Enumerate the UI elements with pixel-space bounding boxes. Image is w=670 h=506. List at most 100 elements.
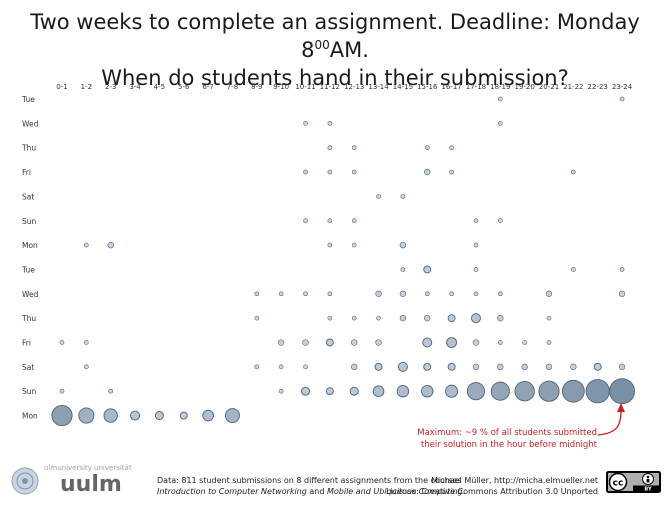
bubble-point (349, 386, 359, 396)
x-tick-label: 1-2 (81, 83, 92, 91)
x-tick-label: 23-24 (612, 83, 633, 91)
cc-by-badge: cc BY (606, 471, 661, 493)
x-tick-label: 11-12 (320, 83, 340, 91)
bubble-point (396, 385, 410, 398)
bubble-point (424, 291, 430, 297)
bubble-point (400, 267, 406, 272)
bubble-point (522, 340, 527, 345)
bubble-point (473, 242, 479, 248)
bubble-point (278, 291, 284, 297)
x-tick-label: 6-7 (202, 83, 213, 91)
bubble-point (424, 168, 431, 176)
bubble-point (472, 339, 480, 346)
bubble-point (375, 339, 382, 346)
y-tick-label: Thu (21, 144, 36, 153)
bubble-point (497, 314, 504, 322)
bubble-point (449, 145, 454, 151)
author-license: Michael Müller, http://micha.elmueller.n… (386, 475, 598, 497)
bubble-point (619, 267, 625, 272)
bubble-point (446, 337, 458, 348)
bubble-point (277, 339, 285, 346)
bubble-point (497, 96, 503, 102)
title-line-1: Two weeks to complete an assignment. Dea… (30, 10, 640, 62)
bubble-point (545, 290, 553, 297)
annotation: Maximum: ~9 % of all students submitted t… (417, 403, 625, 450)
bubble-point (472, 363, 480, 371)
bubble-point (302, 339, 309, 346)
annotation-arrow (597, 409, 622, 436)
bubble-point (546, 340, 552, 345)
x-tick-label: 9-10 (273, 83, 289, 91)
bubble-point (447, 362, 456, 371)
bubble-point (399, 241, 407, 249)
bubble-point (473, 218, 479, 224)
x-tick-label: 3-4 (129, 83, 141, 91)
bubble-point (571, 169, 576, 175)
bubble-point (618, 290, 626, 297)
bubble-point (84, 340, 89, 345)
x-axis-labels: 0-1 1-2 2-3 3-4 4-5 5-6 6-7 7-8 8-9 9-10 10-11 11-1… (56, 83, 632, 91)
by-icon-text: BY (644, 486, 652, 492)
bubble-point (497, 340, 503, 345)
bubble-point (130, 410, 141, 421)
bubble-point (327, 242, 333, 248)
bubble-point (609, 378, 635, 405)
bubble-point (278, 388, 284, 394)
y-tick-label: Fri (22, 168, 31, 177)
bubble-point (325, 387, 334, 396)
bubble-point (327, 169, 333, 175)
y-tick-label: Thu (21, 314, 36, 323)
bubble-point (400, 194, 406, 199)
title-line-2: When do students hand in their submissio… (101, 66, 569, 90)
bubble-point (351, 363, 358, 371)
x-tick-label: 2-3 (105, 83, 116, 91)
bubble-point (399, 290, 407, 297)
x-tick-label: 17-18 (466, 83, 486, 91)
bubble-point (254, 364, 260, 370)
bubble-point (59, 340, 65, 345)
bubble-point (224, 408, 240, 424)
y-tick-label: Mon (22, 241, 38, 250)
x-tick-label: 0-1 (56, 83, 67, 91)
bubble-point (490, 381, 510, 401)
bubble-point (374, 362, 383, 371)
bubble-point (619, 96, 625, 102)
bubble-point (545, 363, 553, 371)
university-logo: ulmuniversity universität uulm (8, 464, 148, 500)
bubble-point (103, 408, 118, 423)
annotation-line-1: Maximum: ~9 % of all students submitted (417, 428, 597, 438)
bubble-point (254, 291, 260, 297)
bubble-point (51, 404, 73, 427)
x-tick-label: 5-6 (178, 83, 190, 91)
y-tick-label: Wed (22, 119, 39, 128)
bubble-point (107, 241, 114, 249)
x-tick-label: 20-21 (539, 83, 559, 91)
bubble-point (585, 379, 610, 404)
bubble-point (303, 364, 308, 370)
y-axis-labels: Tue Wed Thu Fri Sat Sun Mon Tue Wed Thu Fri Sat Sun M… (21, 95, 39, 421)
bubble-point (521, 363, 528, 371)
bubble-point (59, 388, 65, 394)
bubble-point (303, 169, 308, 175)
bubble-point (473, 291, 479, 297)
bubbles (51, 96, 635, 427)
bubble-point (593, 362, 602, 371)
y-tick-label: Tue (21, 265, 35, 274)
bubble-point (327, 291, 333, 297)
bubble-point (399, 314, 407, 322)
bubble-point (108, 388, 114, 394)
bubble-point (618, 363, 626, 371)
bubble-point (470, 313, 481, 324)
bubble-point (424, 145, 430, 151)
bubble-point (351, 218, 357, 224)
bubble-point (351, 169, 357, 175)
cc-icon (608, 472, 628, 492)
x-tick-label: 10-11 (295, 83, 315, 91)
bubble-point (351, 242, 357, 248)
bubble-point (424, 314, 431, 322)
bubble-point (497, 121, 503, 126)
bubble-point (376, 194, 381, 199)
bubble-point (351, 339, 358, 346)
bubble-point (421, 385, 434, 398)
